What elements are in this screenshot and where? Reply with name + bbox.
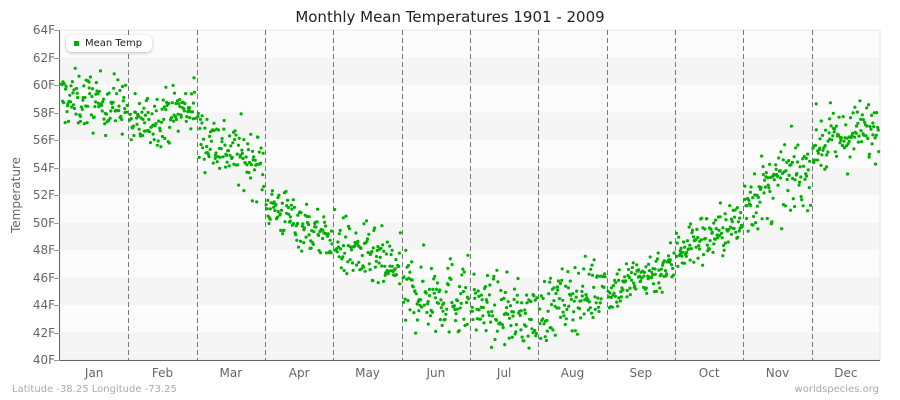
y-tick-label: 44F: [32, 298, 55, 312]
y-tick-label: 58F: [32, 105, 55, 120]
x-tick-label: Nov: [765, 366, 790, 380]
x-tick-label: Dec: [834, 366, 858, 380]
x-tick-label: Mar: [219, 366, 243, 380]
x-tick-label: Jul: [496, 366, 512, 380]
y-tick-label: 62F: [32, 50, 55, 65]
y-tick-label: 52F: [32, 188, 55, 202]
legend[interactable]: Mean Temp: [66, 35, 153, 52]
x-tick-label: Aug: [560, 366, 585, 380]
y-tick-label: 56F: [32, 133, 55, 147]
x-tick-label: Oct: [698, 366, 720, 380]
x-tick-label: Feb: [151, 366, 174, 380]
y-tick-label: 60F: [32, 78, 55, 92]
location-caption: Latitude -38.25 Longitude -73.25: [12, 384, 177, 395]
x-tick-label: Jan: [84, 366, 104, 380]
x-tick-label: Sep: [629, 366, 653, 380]
chart-title: Monthly Mean Temperatures 1901 - 2009: [295, 8, 605, 26]
x-tick-label: Apr: [288, 366, 310, 380]
y-tick-label: 40F: [32, 353, 55, 367]
y-tick-label: 54F: [32, 160, 55, 175]
y-tick-label: 50F: [32, 215, 55, 230]
legend-label: Mean Temp: [85, 38, 143, 49]
x-tick-label: May: [355, 366, 380, 380]
x-tick-label: Jun: [426, 366, 446, 380]
source-credit[interactable]: worldspecies.org: [794, 384, 879, 395]
y-tick-label: 48F: [32, 243, 55, 257]
y-tick-label: 64F: [32, 23, 55, 37]
y-tick-label: 42F: [32, 325, 55, 340]
y-tick-label: 46F: [32, 270, 55, 285]
legend-swatch-icon: [74, 41, 79, 46]
